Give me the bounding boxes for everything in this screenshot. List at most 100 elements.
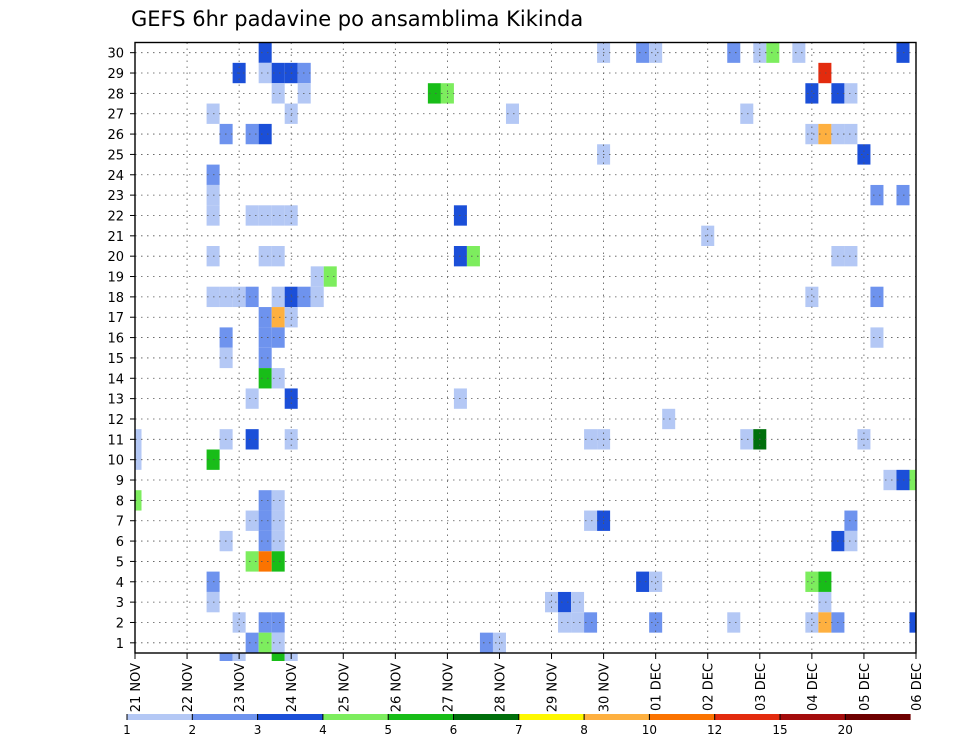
colorbar-label: 3 [254, 723, 262, 737]
heatmap-cell [271, 510, 285, 531]
heatmap-cell [310, 266, 324, 287]
heatmap-cell [896, 42, 910, 63]
y-axis: 1234567891011121314151617181920212223242… [107, 47, 135, 652]
heatmap-cell [844, 83, 858, 104]
colorbar-label: 1 [123, 723, 131, 737]
y-tick-label: 14 [107, 372, 124, 387]
y-tick-label: 29 [107, 67, 124, 82]
heatmap-cell [649, 612, 663, 633]
colorbar-swatch [649, 714, 715, 720]
heatmap-cell [310, 286, 324, 308]
colorbar-swatch [518, 714, 585, 720]
heatmap-cell [271, 368, 285, 389]
heatmap-cell [883, 469, 897, 491]
heatmap-cell [271, 307, 285, 328]
heatmap-cell [271, 490, 285, 511]
heatmap-cells [135, 42, 916, 661]
y-tick-label: 4 [116, 576, 124, 591]
colorbar: 1 2 3 4 5 6 7 8 10 12 15 20 [123, 714, 911, 737]
heatmap-cell [271, 632, 285, 653]
y-tick-label: 10 [107, 454, 124, 469]
colorbar-swatch [257, 714, 323, 720]
heatmap-cell [896, 469, 910, 491]
y-tick-label: 28 [107, 87, 124, 102]
colorbar-swatch [322, 714, 389, 720]
x-tick-label: 03 DEC [754, 663, 769, 711]
heatmap-cell [135, 490, 142, 511]
heatmap-cell [245, 205, 259, 226]
heatmap-cell [271, 205, 285, 226]
heatmap-cell [662, 408, 676, 430]
heatmap-cell [818, 62, 832, 84]
colorbar-swatch [714, 714, 780, 720]
heatmap-cell [857, 144, 871, 165]
colorbar-label: 4 [319, 723, 327, 737]
heatmap-cell [766, 42, 780, 63]
heatmap-cell [258, 327, 272, 348]
grid-lines [135, 42, 916, 653]
y-tick-label: 17 [107, 311, 124, 326]
y-tick-label: 1 [116, 637, 124, 652]
heatmap-cell [135, 429, 142, 450]
heatmap-cell [545, 591, 559, 613]
y-tick-label: 27 [107, 108, 124, 123]
y-tick-label: 2 [116, 616, 124, 631]
heatmap-cell [844, 246, 858, 267]
heatmap-cell [245, 632, 259, 653]
heatmap-cell [258, 246, 272, 267]
x-tick-label: 28 NOV [493, 663, 508, 712]
y-tick-label: 7 [116, 515, 124, 530]
heatmap-cell [870, 286, 884, 308]
heatmap-cell [896, 184, 910, 206]
heatmap-cell [258, 632, 272, 653]
heatmap-cell [271, 530, 285, 552]
heatmap-cell [258, 368, 272, 389]
y-tick-label: 25 [107, 148, 124, 163]
heatmap-cell [584, 429, 598, 450]
heatmap-cell [649, 571, 663, 592]
colorbar-swatch [192, 714, 258, 720]
heatmap-cell [805, 571, 819, 592]
heatmap-cell [740, 429, 754, 450]
heatmap-cell [792, 42, 806, 63]
heatmap-cell [571, 591, 585, 613]
colorbar-label: 10 [642, 723, 657, 737]
y-tick-label: 9 [116, 474, 124, 489]
heatmap-cell [271, 327, 285, 348]
heatmap-cell [271, 62, 285, 84]
colorbar-swatch [845, 714, 911, 720]
chart-title: GEFS 6hr padavine po ansamblima Kikinda [131, 7, 583, 31]
heatmap-cell [135, 449, 142, 470]
heatmap-cell [870, 184, 884, 206]
heatmap-cell [245, 551, 259, 572]
heatmap-cell [740, 103, 754, 124]
y-tick-label: 3 [116, 596, 124, 611]
colorbar-swatch [584, 714, 650, 720]
heatmap-cell [271, 612, 285, 633]
heatmap-cell [258, 347, 272, 369]
heatmap-cell [258, 62, 272, 84]
heatmap-cell [818, 571, 832, 592]
heatmap-cell [844, 530, 858, 552]
colorbar-swatch [780, 714, 846, 720]
heatmap-cell [584, 612, 598, 633]
heatmap-cell [258, 42, 272, 63]
x-tick-label: 21 NOV [129, 663, 144, 712]
heatmap-cell [805, 83, 819, 104]
x-tick-label: 02 DEC [702, 663, 717, 711]
heatmap-cell [818, 612, 832, 633]
heatmap-cell [258, 530, 272, 552]
colorbar-swatch [127, 714, 193, 720]
y-tick-label: 12 [107, 413, 124, 428]
heatmap-cell [245, 429, 259, 450]
heatmap-cell [479, 632, 493, 653]
x-tick-label: 24 NOV [285, 663, 300, 712]
colorbar-label: 7 [515, 723, 523, 737]
y-tick-label: 23 [107, 189, 124, 204]
heatmap-cell [844, 123, 858, 145]
x-tick-label: 04 DEC [806, 663, 821, 711]
heatmap-cell [271, 653, 285, 661]
colorbar-label: 2 [188, 723, 196, 737]
heatmap-cell [909, 612, 916, 633]
